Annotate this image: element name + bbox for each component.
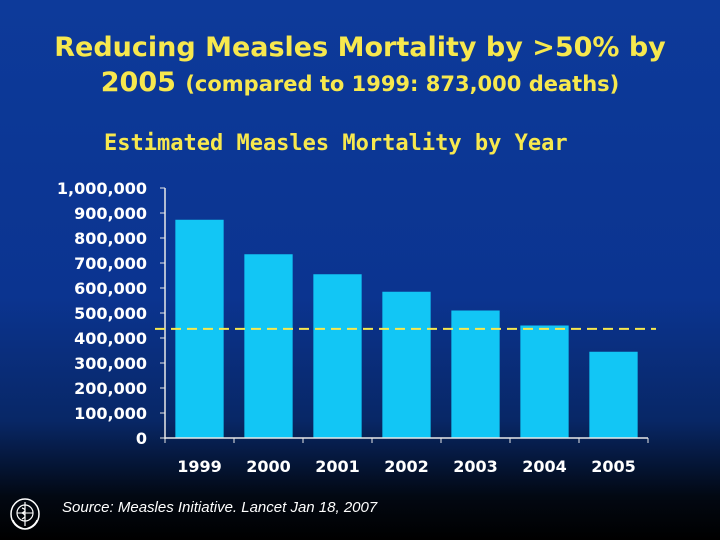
x-tick-label: 2003	[453, 457, 498, 476]
bar-1999	[175, 219, 224, 438]
who-emblem-icon	[10, 498, 40, 530]
y-tick-label: 700,000	[74, 254, 147, 273]
y-tick-label: 100,000	[74, 404, 147, 423]
bar-2002	[382, 291, 431, 438]
y-tick-label: 400,000	[74, 329, 147, 348]
y-tick-label: 800,000	[74, 229, 147, 248]
bar-2005	[589, 351, 638, 438]
x-tick-label: 1999	[177, 457, 222, 476]
x-tick-label: 2004	[522, 457, 567, 476]
slide-title-line2: 2005 (compared to 1999: 873,000 deaths)	[0, 65, 720, 102]
slide-title-year: 2005	[100, 67, 176, 98]
slide-title-comparison: (compared to 1999: 873,000 deaths)	[185, 72, 620, 96]
bar-2000	[244, 254, 293, 438]
x-tick-label: 2005	[591, 457, 636, 476]
bar-2001	[313, 274, 362, 438]
y-tick-label: 900,000	[74, 204, 147, 223]
y-tick-label: 500,000	[74, 304, 147, 323]
y-tick-label: 1,000,000	[57, 179, 147, 198]
slide-title-line1: Reducing Measles Mortality by >50% by	[54, 32, 666, 63]
x-tick-label: 2002	[384, 457, 429, 476]
bar-2004	[520, 325, 569, 438]
y-tick-label: 200,000	[74, 379, 147, 398]
bar-2003	[451, 310, 500, 438]
y-tick-label: 600,000	[74, 279, 147, 298]
slide-title: Reducing Measles Mortality by >50% by 20…	[0, 30, 720, 102]
source-citation: Source: Measles Initiative. Lancet Jan 1…	[62, 499, 378, 516]
y-tick-label: 300,000	[74, 354, 147, 373]
y-tick-label: 0	[136, 429, 147, 448]
x-tick-label: 2000	[246, 457, 291, 476]
chart-title: Estimated Measles Mortality by Year	[104, 131, 568, 156]
x-tick-label: 2001	[315, 457, 360, 476]
